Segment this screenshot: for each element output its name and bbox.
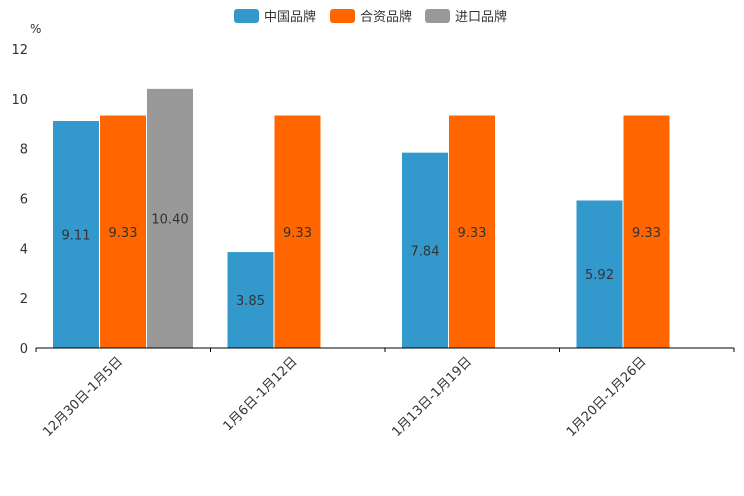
x-category-label: 1月6日-1月12日: [221, 354, 301, 434]
legend-label: 合资品牌: [360, 9, 412, 25]
y-tick-label: 8: [20, 143, 28, 158]
bar-value-label: 5.92: [585, 268, 614, 283]
bar-value-label: 9.33: [632, 226, 661, 241]
y-tick-label: 4: [20, 242, 28, 257]
data-labels: 9.11 3.85 7.84 5.92 9.33 9.33 9.33 9.33 10.40: [62, 212, 661, 309]
bar: [449, 115, 495, 348]
bar-value-label: 9.33: [109, 226, 138, 241]
x-category-label: 1月20日-1月26日: [564, 354, 650, 440]
bar-value-label: 7.84: [411, 244, 440, 259]
legend-swatch: [330, 9, 355, 23]
bar-value-label: 3.85: [236, 294, 265, 309]
bar: [100, 115, 146, 348]
y-axis-ticks: 0 2 4 6 8 10 12: [11, 43, 28, 357]
legend-label: 进口品牌: [455, 9, 507, 25]
legend-swatch: [234, 9, 259, 23]
y-tick-label: 2: [20, 292, 28, 307]
legend-swatch: [425, 9, 450, 23]
bar-value-label: 10.40: [151, 212, 188, 227]
bar-value-label: 9.33: [458, 226, 487, 241]
x-category-label: 12月30日-1月5日: [40, 354, 126, 440]
bar: [274, 115, 321, 348]
bar: [576, 200, 623, 348]
x-category-label: 1月13日-1月19日: [389, 354, 475, 440]
bar: [227, 252, 274, 348]
bar: [623, 115, 670, 348]
legend: 中国品牌 合资品牌 进口品牌: [234, 9, 507, 25]
y-tick-label: 10: [11, 93, 28, 108]
y-tick-label: 12: [11, 43, 28, 58]
y-axis-unit: %: [30, 22, 41, 36]
legend-label: 中国品牌: [264, 9, 316, 25]
y-tick-label: 0: [20, 342, 28, 357]
bar-value-label: 9.33: [283, 226, 312, 241]
bar: [402, 152, 448, 348]
bar-value-label: 9.11: [62, 229, 91, 244]
bars: [53, 88, 670, 349]
bar: [147, 88, 193, 348]
y-tick-label: 6: [20, 193, 28, 208]
x-axis-ticks: 12月30日-1月5日 1月6日-1月12日 1月13日-1月19日 1月20日-1月…: [35, 348, 735, 440]
bar: [53, 121, 99, 349]
